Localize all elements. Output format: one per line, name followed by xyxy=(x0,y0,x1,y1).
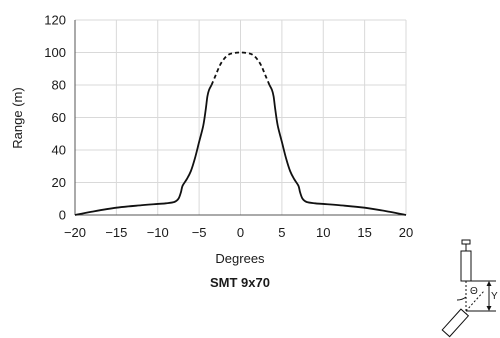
series-layer xyxy=(74,51,407,216)
series-line-2 xyxy=(268,84,407,216)
x-tick-label: 10 xyxy=(316,225,330,240)
grid xyxy=(74,19,407,216)
angled-sensor-icon xyxy=(441,308,470,338)
x-tick-label: 20 xyxy=(399,225,413,240)
series-line-1 xyxy=(210,51,271,86)
x-tick-label: −20 xyxy=(64,225,86,240)
y-tick-label: 0 xyxy=(59,208,66,223)
y-axis-label: Range (m) xyxy=(10,87,25,148)
y-tick-label: 120 xyxy=(44,13,66,28)
y-tick-label: 80 xyxy=(52,78,66,93)
x-tick-label: −15 xyxy=(105,225,127,240)
x-axis-label: Degrees xyxy=(215,251,265,266)
x-tick-label: 15 xyxy=(357,225,371,240)
axes xyxy=(74,20,406,216)
series-line-0 xyxy=(74,84,213,216)
x-tick-label: −5 xyxy=(192,225,207,240)
y-tick-label: 100 xyxy=(44,45,66,60)
theta-symbol: Θ xyxy=(470,286,478,297)
y-symbol: Y xyxy=(491,291,498,302)
y-tick-label: 20 xyxy=(52,175,66,190)
y-tick-label: 40 xyxy=(52,143,66,158)
x-tick-label: 0 xyxy=(237,225,244,240)
x-tick-label: 5 xyxy=(278,225,285,240)
inset-sensor-diagram: Y Θ xyxy=(441,239,498,338)
x-tick-label: −10 xyxy=(147,225,169,240)
tick-labels: −20 −15 −10 −5 0 5 10 15 20 0 20 40 60 80 100 120 xyxy=(44,13,413,241)
model-caption: SMT 9x70 xyxy=(210,275,270,290)
sensor-body-icon xyxy=(460,250,472,282)
y-tick-label: 60 xyxy=(52,110,66,125)
angle-arc xyxy=(456,296,467,301)
